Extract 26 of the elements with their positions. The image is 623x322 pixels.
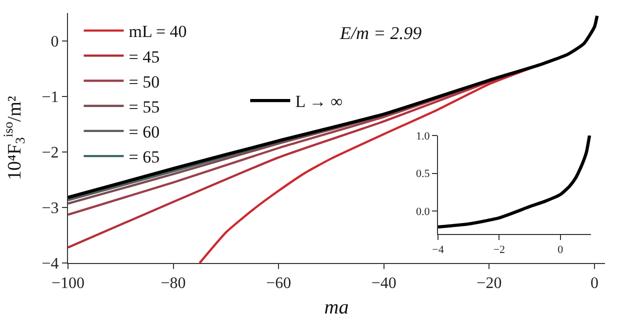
x-tick-label: −60 <box>266 275 292 292</box>
y-tick-label: 0.5 <box>416 168 430 180</box>
y-tick-label: −2 <box>42 144 59 162</box>
x-tick-label: −4 <box>432 244 444 256</box>
legend-label: = 50 <box>128 72 160 92</box>
x-tick-label: 0 <box>558 244 564 256</box>
y-tick-label: 0.0 <box>416 206 430 218</box>
x-tick-label: −40 <box>371 275 396 292</box>
y-tick-label: −1 <box>42 88 59 106</box>
legend-label: = 55 <box>128 97 160 116</box>
x-tick-label: −80 <box>160 275 186 292</box>
y-tick-label: −3 <box>42 200 59 218</box>
legend-label: = 65 <box>128 148 160 167</box>
x-tick-label: −20 <box>476 275 502 292</box>
x-axis-title: ma <box>324 296 349 319</box>
legend-label: = 45 <box>128 47 160 66</box>
legend-label: L → ∞ <box>295 92 343 112</box>
legend-label: mL = 40 <box>128 22 187 42</box>
annotation: E/m = 2.99 <box>339 23 422 43</box>
x-tick-label: −100 <box>51 275 85 292</box>
y-tick-label: 1.0 <box>416 130 430 142</box>
y-tick-label: −4 <box>42 256 59 273</box>
y-tick-label: 0 <box>50 33 59 50</box>
x-tick-label: −2 <box>493 244 506 256</box>
legend-label: = 60 <box>128 122 160 142</box>
x-tick-label: 0 <box>590 275 598 292</box>
